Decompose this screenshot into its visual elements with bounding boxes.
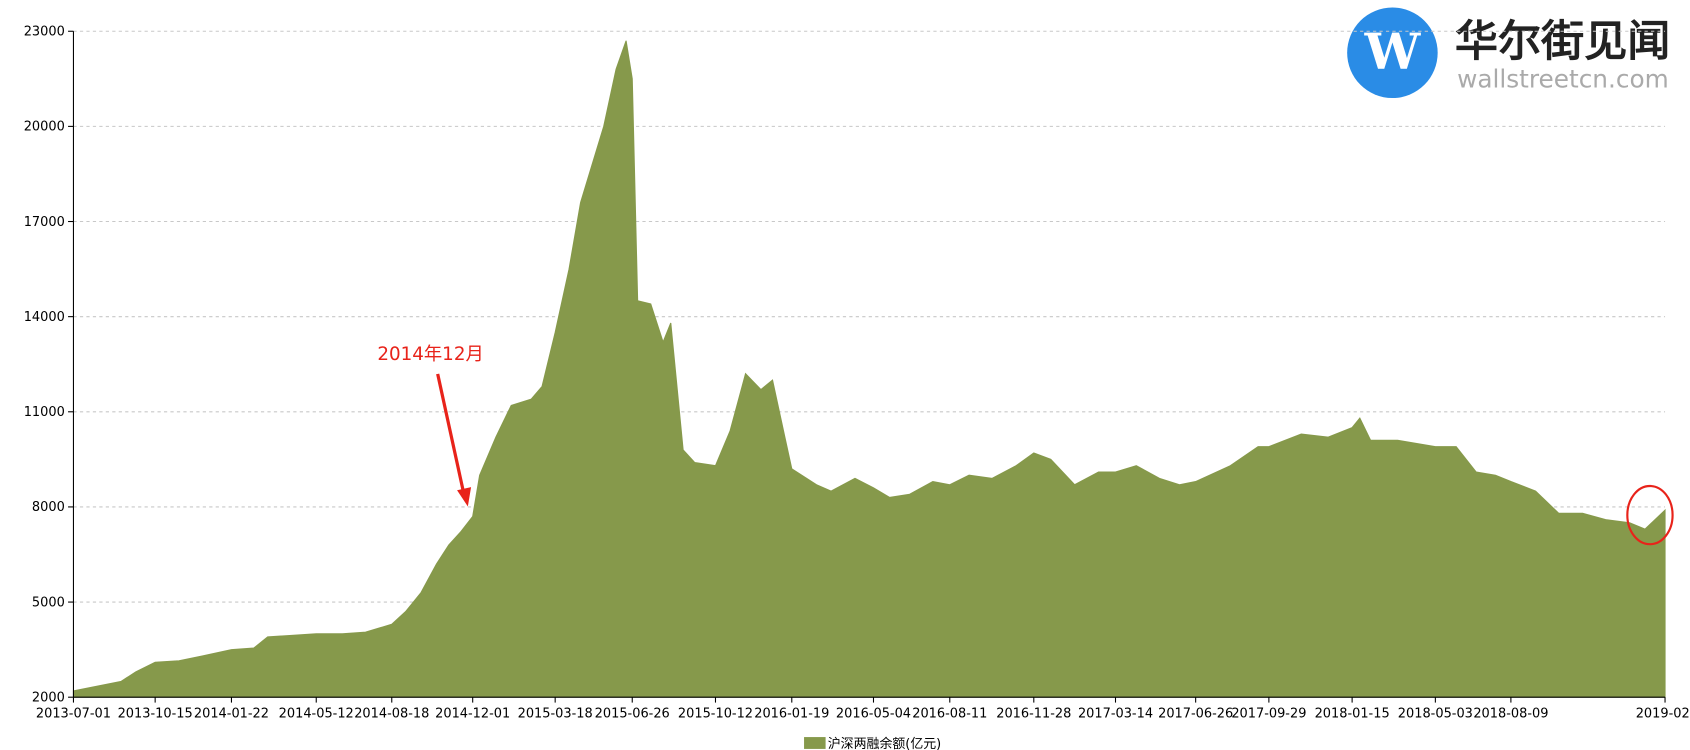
x-tick-label: 2015-03-18 [518,707,593,722]
annotation: 2014年12月 [377,344,483,365]
x-tick-label: 2016-01-19 [754,707,829,722]
area [72,40,1666,698]
x-tick-label: 2019-02- [1636,707,1690,722]
annotation-arrowhead [457,487,472,507]
y-tick-label: 20000 [24,120,65,135]
x-tick-label: 2014-08-18 [354,707,429,722]
x-tick-label: 2018-05-03 [1398,707,1473,722]
y-tick-label: 17000 [24,215,65,230]
x-tick-label: 2013-10-15 [118,707,193,722]
x-tick-label: 2016-05-04 [836,707,911,722]
x-tick-label: 2013-07-01 [36,707,111,722]
y-tick-label: 14000 [24,310,65,325]
x-tick-label: 2014-05-12 [279,707,354,722]
x-tick-label: 2017-06-26 [1158,707,1233,722]
x-tick-label: 2014-12-01 [435,707,510,722]
x-tick-label: 2016-08-11 [912,707,987,722]
highlight-circle [1626,484,1674,546]
x-tick-label: 2018-08-09 [1473,707,1548,722]
x-tick-label: 2016-11-28 [996,707,1071,722]
x-tick-label: 2015-06-26 [595,707,670,722]
legend-label: 沪深两融余额(亿元) [828,736,941,750]
logo-title: 华尔街见闻 [1455,17,1670,67]
legend-swatch [804,737,826,749]
x-tick-label: 2018-01-15 [1315,707,1390,722]
x-tick-label: 2014-01-22 [194,707,269,722]
logo-icon [1347,7,1438,99]
y-tick-label: 8000 [32,500,65,515]
x-tick-label: 2017-09-29 [1231,707,1306,722]
logo: W 华尔街见闻 wallstreetcn.com [1347,7,1670,99]
y-tick-label: 5000 [32,595,65,610]
x-tick-label: 2017-03-14 [1078,707,1153,722]
y-tick-label: 2000 [32,691,65,706]
y-tick-label: 11000 [24,405,65,420]
x-tick-label: 2015-10-12 [678,707,753,722]
y-tick-label: 23000 [24,25,65,40]
logo-glyph: W [1364,22,1422,81]
logo-site: wallstreetcn.com [1457,64,1669,93]
annotation-arrow [436,373,466,493]
